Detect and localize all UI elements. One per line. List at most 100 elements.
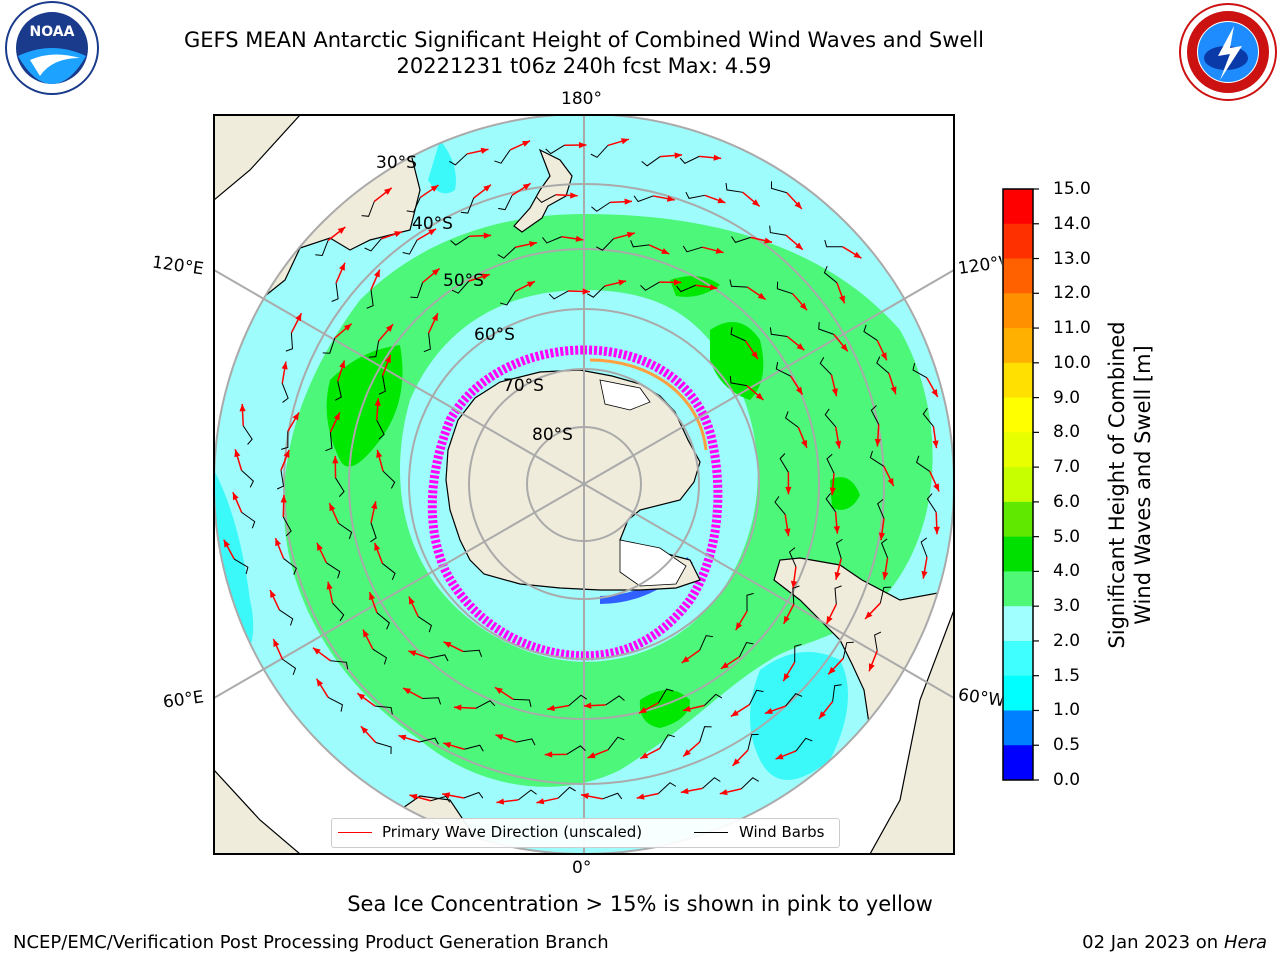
wave-direction-arrowhead	[431, 268, 440, 276]
colorbar-tick: 10.0	[1053, 352, 1091, 373]
wind-barb	[322, 337, 336, 354]
wave-direction-arrowhead	[932, 440, 939, 449]
wind-barb	[364, 238, 382, 252]
wind-barb	[494, 149, 511, 164]
wind-barb	[327, 697, 344, 712]
wind-barb	[794, 643, 802, 663]
wave-direction-arrowhead	[719, 789, 728, 796]
wind-barb	[740, 777, 760, 790]
wave-direction-arrowhead	[626, 231, 635, 238]
wave-direction-arrowhead	[360, 726, 369, 734]
wind-barb	[460, 197, 475, 214]
wind-barb	[330, 660, 349, 670]
wave-direction-arrowhead	[281, 361, 288, 370]
wind-barb	[375, 741, 392, 754]
wind-barb	[640, 281, 660, 291]
wind-barb	[419, 737, 439, 745]
wind-barb	[422, 697, 442, 705]
lat-label-70: 70°S	[503, 376, 544, 396]
wave-direction-arrowhead	[751, 351, 758, 360]
colorbar-segment	[1003, 293, 1033, 329]
wind-barb	[835, 538, 843, 559]
wind-barb	[375, 705, 393, 715]
wind-barb	[463, 791, 484, 799]
wave-direction-arrowhead	[526, 281, 535, 288]
wind-barb	[869, 450, 885, 467]
wind-barb	[729, 375, 747, 387]
wave-direction-arrowhead	[717, 197, 726, 204]
wind-barb	[548, 290, 569, 300]
wind-barb	[607, 736, 625, 751]
wave-direction-arrowhead	[408, 650, 417, 657]
wave-direction-arrowhead	[833, 526, 840, 534]
colorbar-segment	[1003, 362, 1033, 399]
wind-barb	[557, 786, 576, 799]
wave-direction-arrowhead	[339, 360, 346, 369]
wave-direction-arrowhead	[921, 570, 928, 579]
colorbar	[1002, 188, 1039, 781]
wave-direction-arrowhead	[223, 539, 230, 548]
colorbar-tick: 6.0	[1053, 491, 1081, 512]
latitude-labels: 30°S 40°S 50°S 60°S 70°S 80°S	[376, 153, 573, 445]
wave-direction-arrowhead	[270, 590, 277, 599]
colorbar-label: Significant Height of Combined Wind Wave…	[1104, 321, 1156, 648]
graticule	[214, 115, 954, 854]
wave-direction-arrowhead	[581, 793, 589, 800]
wind-barb	[417, 616, 433, 633]
wind-barb	[826, 453, 835, 474]
wave-direction-arrowhead	[362, 629, 370, 638]
wave-direction-arrowhead	[398, 734, 407, 741]
wave-direction-arrowhead	[369, 592, 376, 601]
wave-direction-arrowhead	[385, 324, 394, 332]
high-wave-patch-1	[326, 345, 403, 467]
wave-direction-arrowhead	[682, 705, 691, 712]
high-wave-patch-3	[830, 477, 860, 510]
wave-direction-arrowhead	[933, 483, 940, 492]
wind-barb	[824, 408, 837, 428]
wind-barb	[241, 470, 254, 488]
wave-direction-arrowhead	[735, 622, 743, 631]
wave-direction-arrowhead	[681, 656, 690, 663]
wave-direction-arrowhead	[394, 231, 403, 238]
colorbar-tick: 3.0	[1053, 596, 1081, 617]
wave-direction-arrowhead	[374, 542, 381, 551]
wind-barb	[788, 547, 797, 567]
wind-barb	[475, 700, 496, 709]
wind-barb	[679, 155, 700, 164]
wind-barb	[596, 238, 614, 251]
wave-direction-arrowhead	[713, 154, 722, 161]
wind-barb	[376, 419, 385, 440]
wind-barb	[863, 324, 878, 341]
wave-direction-arrowhead	[730, 709, 739, 717]
colorbar-segment	[1003, 536, 1033, 572]
wave-direction-arrowhead	[715, 247, 724, 254]
wind-barb	[657, 688, 674, 704]
wave-direction-arrowhead	[795, 386, 803, 395]
wave-direction-arrowhead	[674, 152, 683, 159]
wave-direction-arrowhead	[794, 201, 802, 209]
wind-barb	[542, 236, 562, 244]
lat-label-40: 40°S	[412, 214, 453, 234]
footer-host: Hera	[1223, 932, 1267, 953]
wind-barb	[730, 327, 746, 342]
lat-label-60: 60°S	[474, 325, 515, 345]
wind-barb	[725, 182, 743, 193]
wind-barb	[877, 498, 885, 519]
wind-barb	[281, 383, 289, 403]
wave-direction-arrowhead	[784, 528, 791, 537]
wind-barb	[587, 285, 606, 298]
wave-direction-arrowhead	[783, 615, 790, 624]
wave-direction-arrowhead	[757, 292, 766, 300]
wind-barb	[699, 635, 714, 651]
wind-barb	[315, 240, 329, 256]
wind-barb	[378, 375, 386, 395]
low-wave-patch-north	[428, 140, 456, 194]
colorbar-tick: 14.0	[1053, 213, 1091, 234]
wind-barb	[630, 240, 650, 248]
wind-barb	[410, 282, 424, 299]
wind-barb	[926, 493, 937, 513]
wave-direction-arrowhead	[639, 707, 647, 714]
wind-barb	[338, 522, 353, 540]
lon-label-0: 0°	[572, 858, 592, 878]
wind-barb	[770, 181, 787, 194]
